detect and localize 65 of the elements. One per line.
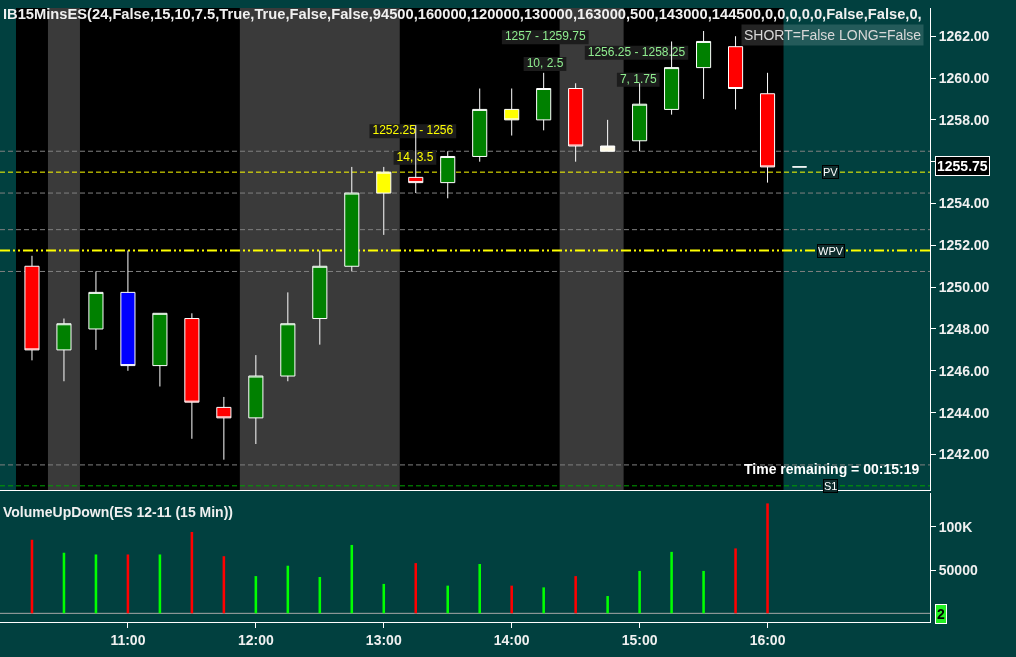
bar [734,548,737,614]
x-tick-label: 12:00 [237,631,274,648]
candlestick [216,396,232,461]
ref-line-label: PV [823,166,839,178]
candlestick [504,88,520,137]
candlestick [536,72,552,131]
bar [574,576,577,614]
candlestick [472,88,488,163]
y-tick-label: 1258.00 [938,111,990,128]
y-tick-label: 1248.00 [938,320,990,337]
y-tick-label: 1244.00 [938,404,990,421]
annotation: 10, 2.5 [526,56,564,71]
candlestick [728,35,744,110]
bar [702,570,705,614]
text: 1255.75 [937,158,988,174]
annotation: Time remaining = 00:15:19 [744,461,920,477]
y-tick-label: 1254.00 [938,195,990,212]
y-tick-label: 50000 [938,561,978,578]
y-tick-label: 1250.00 [938,279,990,296]
annotation: SHORT=False LONG=False [744,27,922,43]
candlestick [632,82,648,152]
bar [638,570,641,614]
annotation: 14, 3.5 [396,149,434,164]
y-tick-label: 1252.00 [938,237,990,254]
bar [382,583,386,614]
candlestick [184,312,200,440]
x-tick-label: 16:00 [749,631,786,648]
bar [670,551,673,614]
ref-line-label: S1 [824,480,838,492]
candlestick [24,255,40,361]
candlestick [600,119,616,152]
y-tick-label: 1262.00 [938,28,990,45]
candlestick [440,150,456,199]
bar [606,596,609,614]
bar [766,503,769,614]
y-tick-label: 100K [938,518,973,535]
bar [414,563,418,614]
candlestick [696,30,712,100]
x-tick-label: 11:00 [110,631,146,648]
bar [542,587,545,614]
bar [478,563,481,614]
y-tick-label: 1260.00 [938,69,990,86]
annotation: 1257 - 1259.75 [504,29,586,44]
x-tick-label: 15:00 [621,631,658,648]
bar [510,585,513,614]
bar [446,585,450,614]
y-tick-label: 1246.00 [938,362,990,379]
candlestick [120,250,136,372]
candlestick [248,354,264,445]
ref-line-label: WPV [818,245,844,257]
text: 2 [937,606,945,622]
candlestick [280,291,296,382]
y-tick-label: 1242.00 [938,446,990,463]
candlestick [56,318,72,382]
candlestick [568,82,584,163]
candlestick [759,72,776,184]
candlestick [152,312,168,387]
chart-title: IB15MinsES(24,False,15,10,7.5,True,True,False,False,94500,160000,120000,130000,163000,500,143000,144500,0,0,0,0,0,False,False,0, [3,6,922,23]
x-tick-label: 13:00 [365,631,402,648]
candlestick [312,250,328,346]
candlestick [344,166,360,272]
annotation: 7, 1.75 [619,71,657,86]
candlestick [88,270,104,351]
x-tick-label: 14:00 [493,631,530,648]
text: VolumeUpDown(ES 12-11 (15 Min)) [3,503,233,520]
